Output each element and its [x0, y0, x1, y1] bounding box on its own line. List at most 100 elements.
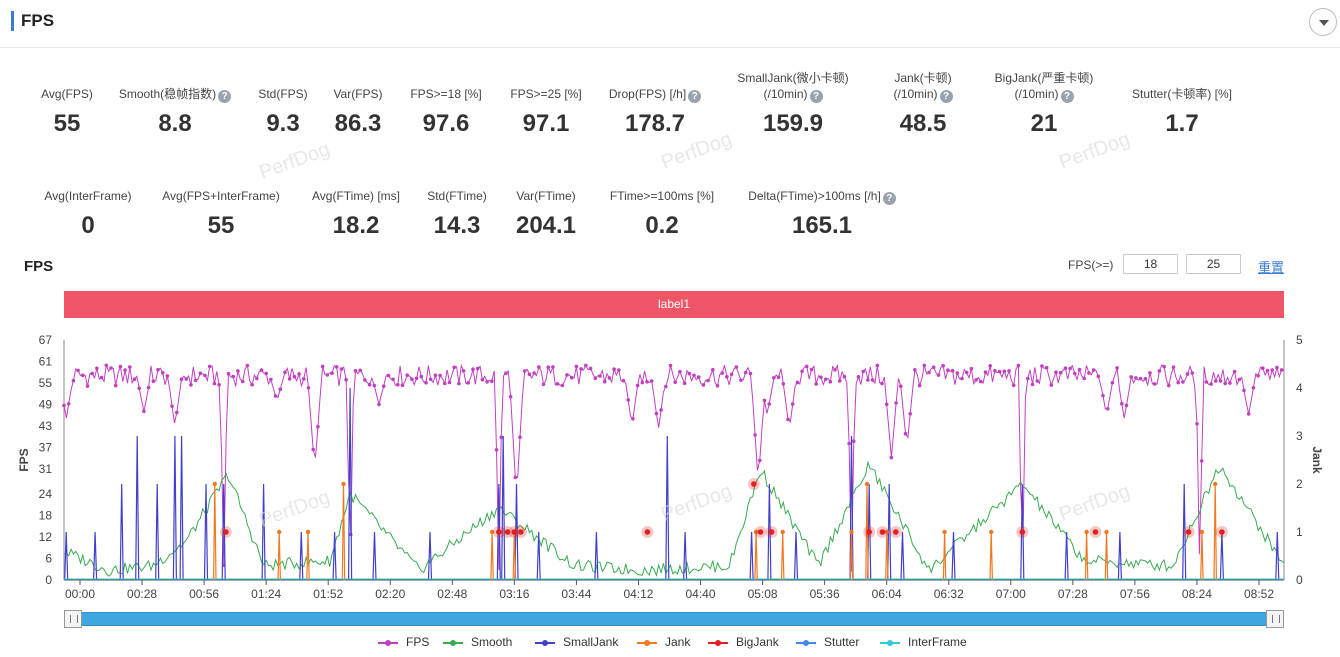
x-tick-label: 00:56	[189, 587, 219, 601]
fps-point	[1115, 366, 1119, 370]
slider-track[interactable]	[64, 612, 1284, 626]
collapse-button[interactable]	[1309, 8, 1337, 36]
fps-point	[490, 379, 494, 383]
fps-point	[1087, 371, 1091, 375]
fps-point	[734, 365, 739, 369]
fps-point	[532, 371, 536, 375]
fps-point	[584, 363, 588, 368]
slider-handle-left[interactable]	[64, 610, 82, 628]
fps-point	[104, 363, 109, 368]
fps-point	[1181, 380, 1185, 384]
fps-point	[842, 374, 847, 379]
label-band[interactable]: label1	[64, 291, 1284, 318]
section-title: FPS	[21, 11, 55, 30]
fps-point	[748, 371, 753, 376]
help-icon[interactable]: ?	[218, 90, 232, 103]
fps-point	[569, 375, 574, 380]
y-left-tick-label: 43	[39, 419, 53, 433]
fps-point	[372, 383, 377, 388]
fps-point	[743, 370, 748, 375]
fps-point	[81, 373, 85, 378]
smalljank-spike	[749, 531, 754, 581]
help-icon[interactable]: ?	[882, 192, 896, 205]
fps-point	[353, 369, 358, 373]
fps-point	[226, 371, 231, 376]
fps-point	[1228, 381, 1232, 385]
fps-point	[725, 375, 729, 379]
fps-point	[1063, 366, 1068, 370]
legend-swatch-icon	[378, 640, 398, 646]
stat-label-text: Var(FTime)	[516, 189, 576, 203]
stat-label: Jank(卡顿) (/10min)?	[870, 70, 976, 103]
fps-point	[142, 409, 146, 414]
fps-point	[76, 368, 80, 373]
x-tick-label: 03:44	[561, 587, 591, 601]
x-tick-label: 00:28	[127, 587, 157, 601]
fps-point	[913, 368, 917, 372]
fps-point	[899, 384, 903, 388]
help-icon[interactable]: ?	[809, 90, 823, 103]
bigjank-point	[751, 481, 757, 487]
fps-point	[1143, 377, 1148, 381]
fps-point	[165, 374, 170, 378]
fps-point	[1011, 383, 1016, 388]
fps-point	[1157, 369, 1162, 373]
fps-point	[198, 371, 203, 376]
fps-point	[790, 402, 795, 406]
fps-point	[1152, 382, 1157, 386]
jank-point	[780, 529, 785, 535]
legend-swatch-icon	[535, 640, 555, 646]
fps-point	[551, 365, 555, 369]
fps-point	[908, 412, 912, 416]
fps-point	[203, 373, 207, 378]
fps-point	[687, 371, 692, 376]
fps-point	[386, 373, 391, 378]
fps-point	[1265, 368, 1270, 373]
stat-value: 97.1	[522, 110, 570, 137]
fps-point	[997, 369, 1002, 374]
stat-label-text: SmallJank(微小卡顿)	[737, 71, 849, 85]
fps-point	[668, 363, 673, 368]
stat-value: 0	[81, 212, 95, 239]
legend-swatch-icon	[796, 640, 816, 646]
section-header: FPS	[0, 0, 1340, 48]
fps-point	[917, 383, 922, 388]
y-right-tick-label: 5	[1296, 333, 1303, 347]
fps-point	[377, 402, 381, 407]
fps-point	[283, 370, 287, 375]
jank-spike	[754, 531, 758, 581]
fps-point	[602, 379, 607, 384]
fps-threshold-input-2[interactable]	[1186, 254, 1241, 274]
reset-link[interactable]: 重置	[1258, 260, 1285, 275]
fps-point	[1040, 364, 1044, 368]
fps-point	[522, 369, 527, 373]
fps-point	[325, 373, 330, 377]
fps-point	[612, 367, 616, 371]
stat-value: 18.2	[332, 212, 380, 239]
help-icon[interactable]: ?	[1060, 90, 1074, 103]
jank-point	[212, 481, 217, 487]
smalljank-spike	[1064, 531, 1069, 581]
x-tick-label: 08:24	[1182, 587, 1212, 601]
fps-point	[1044, 365, 1049, 370]
help-icon[interactable]: ?	[688, 90, 702, 103]
fps-point	[410, 377, 414, 381]
fps-point	[123, 368, 127, 372]
stat-label-text: Std(FTime)	[427, 189, 487, 203]
slider-handle-right[interactable]	[1266, 610, 1284, 628]
y-left-tick-label: 24	[39, 487, 53, 501]
help-icon[interactable]: ?	[939, 90, 953, 103]
fps-point	[287, 377, 292, 381]
fps-point	[212, 381, 217, 386]
smalljank-spike	[332, 531, 337, 581]
fps-point	[974, 378, 978, 382]
stat-label-text: FPS>=25 [%]	[510, 87, 582, 101]
fps-point	[1176, 380, 1180, 385]
fps-threshold-input-1[interactable]	[1123, 254, 1178, 274]
time-range-slider[interactable]	[64, 610, 1284, 628]
fps-point	[588, 366, 593, 371]
fps-point	[1279, 368, 1284, 372]
fps-point	[113, 383, 118, 388]
fps-point	[1148, 371, 1152, 375]
